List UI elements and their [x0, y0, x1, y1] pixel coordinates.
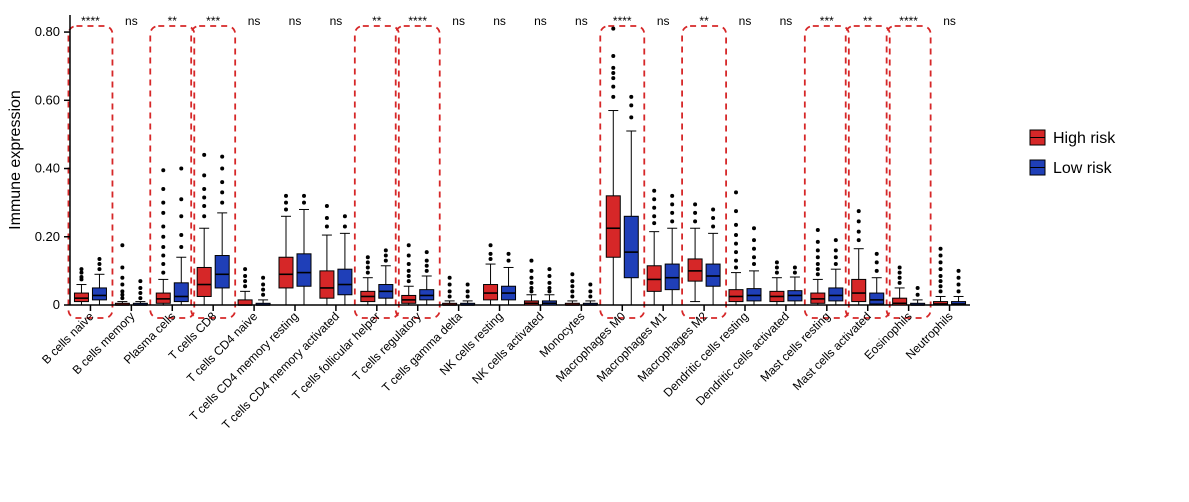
significance-label: ns: [575, 14, 588, 28]
y-tick-label: 0.40: [35, 161, 60, 176]
y-tick-label: 0: [53, 297, 60, 312]
significance-label: ns: [125, 14, 138, 28]
significance-highlight: [805, 26, 849, 318]
significance-label: ****: [613, 14, 632, 28]
y-tick-label: 0.20: [35, 229, 60, 244]
category-label: Mast cells activated: [790, 309, 874, 393]
category-b-cells-naive: ****B cells naive: [39, 14, 106, 367]
significance-label: ***: [820, 14, 834, 28]
significance-label: **: [699, 14, 709, 28]
y-tick-label: 0.80: [35, 24, 60, 39]
category-label: Mast cells resting: [757, 309, 832, 384]
category-label: Macrophages M2: [635, 309, 711, 385]
legend-label: Low risk: [1053, 160, 1113, 177]
category-label: Macrophages M1: [594, 309, 670, 385]
y-axis-label: Immune expression: [7, 90, 24, 230]
significance-label: ns: [452, 14, 465, 28]
significance-highlight: [355, 26, 399, 318]
significance-label: ****: [899, 14, 918, 28]
significance-label: ns: [739, 14, 752, 28]
significance-label: ***: [206, 14, 220, 28]
immune-expression-boxplot: 0 0.20 0.40 0.60 0.80 Immune expression ****B …: [0, 0, 1189, 502]
legend-label: High risk: [1053, 130, 1116, 147]
significance-highlight: [68, 26, 112, 318]
category-neutrophils: nsNeutrophils: [903, 14, 966, 362]
category-eosinophils: ****Eosinophils: [861, 14, 924, 363]
category-label: NK cells activated: [469, 309, 546, 386]
significance-label: ns: [330, 14, 343, 28]
significance-label: ns: [534, 14, 547, 28]
significance-label: ns: [493, 14, 506, 28]
significance-label: **: [863, 14, 873, 28]
significance-label: **: [168, 14, 178, 28]
significance-label: ns: [289, 14, 302, 28]
significance-label: ****: [408, 14, 427, 28]
category-label: Macrophages M0: [553, 309, 629, 385]
category-t-cells-cd8: ***T cells CD8: [166, 14, 229, 363]
significance-highlight: [150, 26, 194, 318]
significance-label: **: [372, 14, 382, 28]
significance-label: ****: [81, 14, 100, 28]
significance-highlight: [887, 26, 931, 318]
significance-highlight: [396, 26, 440, 318]
significance-label: ns: [943, 14, 956, 28]
significance-highlight: [846, 26, 890, 318]
significance-label: ns: [780, 14, 793, 28]
y-tick-label: 0.60: [35, 92, 60, 107]
significance-label: ns: [248, 14, 261, 28]
category-label: T cells CD4 naive: [184, 309, 260, 385]
significance-label: ns: [657, 14, 670, 28]
legend: High risk Low risk: [1030, 130, 1116, 177]
category-monocytes: nsMonocytes: [537, 14, 598, 360]
